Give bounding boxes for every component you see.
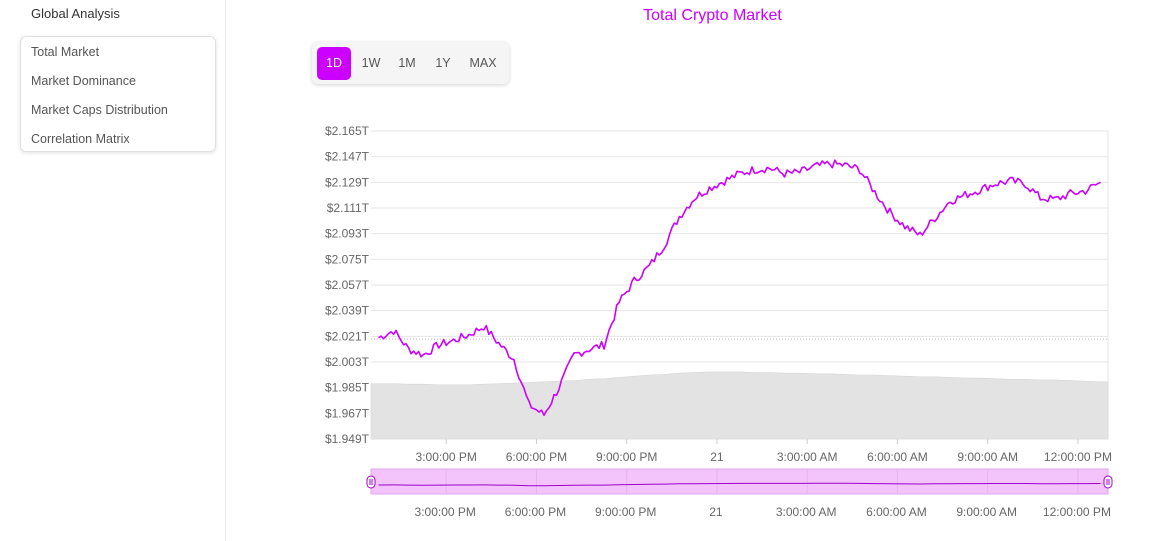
navigator-x-tick-label: 6:00:00 PM	[505, 505, 566, 519]
sidebar: Global Analysis Total Market Market Domi…	[0, 0, 226, 541]
navigator-left-handle	[366, 475, 376, 489]
navigator-x-tick-label: 3:00:00 PM	[415, 505, 476, 519]
y-tick-label: $2.039T	[325, 304, 370, 318]
navigator-x-tick-label: 9:00:00 AM	[956, 505, 1017, 519]
y-tick-label: $2.111T	[327, 201, 370, 215]
range-button-1y[interactable]: 1Y	[435, 56, 451, 70]
navigator-x-tick-label: 21	[709, 505, 723, 519]
y-tick-label: $1.985T	[325, 381, 370, 395]
x-tick-label: 21	[710, 450, 724, 464]
navigator-x-tick-label: 6:00:00 AM	[866, 505, 927, 519]
navigator-right-handle	[1103, 475, 1113, 489]
sidebar-item-market-dominance[interactable]: Market Dominance	[31, 74, 136, 88]
volume-series	[370, 371, 1109, 440]
y-tick-label: $2.093T	[325, 227, 370, 241]
sidebar-item-market-caps-distribution[interactable]: Market Caps Distribution	[31, 103, 168, 117]
x-tick-label: 9:00:00 AM	[957, 450, 1018, 464]
x-tick-label: 12:00:00 PM	[1044, 450, 1112, 464]
navigator-line	[378, 482, 1101, 487]
chart-title: Total Crypto Market	[643, 7, 782, 24]
range-button-max[interactable]: MAX	[469, 56, 497, 70]
x-tick-label: 3:00:00 AM	[777, 450, 838, 464]
market-cap-series	[378, 159, 1101, 416]
y-tick-label: $2.003T	[325, 355, 370, 369]
x-tick-label: 3:00:00 PM	[416, 450, 477, 464]
y-tick-label: $2.057T	[325, 278, 370, 292]
range-button-1d[interactable]: 1D	[317, 47, 351, 80]
y-tick-label: $2.129T	[325, 175, 370, 189]
navigator[interactable]	[366, 468, 1113, 495]
y-tick-label: $2.147T	[325, 150, 370, 164]
range-selector: 1D 1W 1M 1Y MAX	[312, 42, 509, 84]
range-button-1m[interactable]: 1M	[398, 56, 416, 70]
range-button-1w[interactable]: 1W	[361, 56, 381, 70]
sidebar-item-total-market[interactable]: Total Market	[31, 45, 100, 59]
x-tick-label: 9:00:00 PM	[596, 450, 657, 464]
y-tick-label: $2.075T	[325, 252, 370, 266]
sidebar-item-correlation-matrix[interactable]: Correlation Matrix	[31, 132, 130, 146]
sidebar-menu: Total Market Market Dominance Market Cap…	[20, 36, 216, 152]
navigator-x-axis: 3:00:00 PM 6:00:00 PM 9:00:00 PM 21 3:00:00 …	[415, 505, 1111, 519]
y-tick-label: $1.949T	[325, 432, 370, 446]
x-tick-label: 6:00:00 AM	[867, 450, 928, 464]
y-tick-label: $2.021T	[325, 329, 370, 343]
navigator-x-tick-label: 3:00:00 AM	[776, 505, 837, 519]
market-cap-line	[378, 159, 1101, 416]
x-tick-label: 6:00:00 PM	[506, 450, 567, 464]
sidebar-title: Global Analysis	[31, 6, 120, 21]
navigator-x-tick-label: 9:00:00 PM	[595, 505, 656, 519]
y-axis: $1.949T $1.967T $1.985T $2.003T $2.021T $2.03…	[325, 124, 370, 446]
navigator-window	[370, 468, 1109, 495]
y-tick-label: $1.967T	[325, 406, 370, 420]
y-tick-label: $2.165T	[325, 124, 370, 138]
volume-area	[370, 371, 1109, 440]
x-axis: 3:00:00 PM 6:00:00 PM 9:00:00 PM 21 3:00:00 …	[416, 439, 1112, 464]
navigator-x-tick-label: 12:00:00 PM	[1043, 505, 1111, 519]
